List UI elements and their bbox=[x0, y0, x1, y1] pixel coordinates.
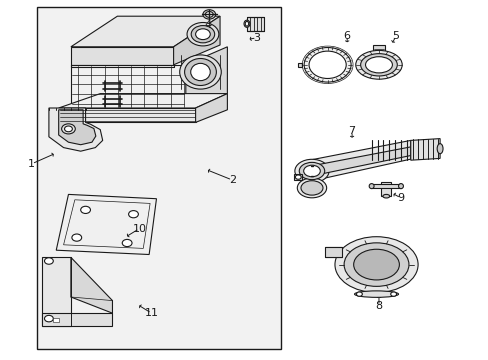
Circle shape bbox=[128, 211, 138, 218]
Polygon shape bbox=[53, 318, 59, 322]
Text: 8: 8 bbox=[375, 301, 382, 311]
Polygon shape bbox=[325, 247, 342, 257]
Polygon shape bbox=[312, 140, 410, 181]
Polygon shape bbox=[410, 139, 439, 160]
Ellipse shape bbox=[344, 243, 408, 286]
Bar bbox=[37, 7, 281, 349]
Polygon shape bbox=[195, 94, 227, 122]
Circle shape bbox=[81, 206, 90, 213]
Polygon shape bbox=[298, 63, 302, 67]
Text: 7: 7 bbox=[348, 126, 355, 136]
Polygon shape bbox=[246, 17, 264, 31]
Polygon shape bbox=[185, 47, 227, 108]
Ellipse shape bbox=[299, 162, 324, 180]
Polygon shape bbox=[41, 313, 112, 326]
Circle shape bbox=[295, 175, 301, 179]
Polygon shape bbox=[372, 45, 384, 51]
Polygon shape bbox=[71, 257, 112, 313]
Ellipse shape bbox=[368, 184, 373, 189]
Polygon shape bbox=[59, 94, 227, 108]
Circle shape bbox=[203, 10, 215, 19]
Polygon shape bbox=[371, 184, 400, 188]
Polygon shape bbox=[312, 147, 410, 176]
Ellipse shape bbox=[300, 181, 322, 195]
Circle shape bbox=[72, 234, 81, 241]
Circle shape bbox=[44, 258, 53, 264]
Ellipse shape bbox=[398, 184, 403, 189]
Circle shape bbox=[61, 124, 75, 134]
Ellipse shape bbox=[382, 194, 389, 198]
Text: 5: 5 bbox=[392, 31, 399, 41]
Circle shape bbox=[64, 126, 72, 132]
Ellipse shape bbox=[191, 26, 214, 43]
Ellipse shape bbox=[186, 22, 219, 46]
Circle shape bbox=[205, 12, 213, 17]
Text: 4: 4 bbox=[204, 20, 211, 30]
Text: 1: 1 bbox=[28, 159, 35, 169]
Ellipse shape bbox=[179, 55, 221, 89]
Text: 11: 11 bbox=[144, 308, 158, 318]
Text: 10: 10 bbox=[132, 224, 146, 234]
Polygon shape bbox=[56, 194, 156, 255]
Ellipse shape bbox=[436, 144, 442, 154]
Ellipse shape bbox=[334, 237, 417, 292]
Circle shape bbox=[304, 48, 350, 82]
Circle shape bbox=[390, 292, 396, 296]
Text: 2: 2 bbox=[228, 175, 235, 185]
Text: 9: 9 bbox=[397, 193, 404, 203]
Ellipse shape bbox=[195, 29, 210, 40]
Ellipse shape bbox=[360, 54, 397, 76]
Ellipse shape bbox=[244, 22, 248, 26]
Text: 6: 6 bbox=[343, 31, 350, 41]
Ellipse shape bbox=[244, 20, 249, 27]
Ellipse shape bbox=[365, 57, 391, 73]
Polygon shape bbox=[173, 16, 220, 65]
Text: 3: 3 bbox=[253, 33, 260, 43]
Polygon shape bbox=[381, 182, 390, 196]
Polygon shape bbox=[49, 108, 102, 151]
Polygon shape bbox=[59, 110, 96, 145]
Polygon shape bbox=[71, 47, 173, 65]
Ellipse shape bbox=[353, 249, 399, 280]
Polygon shape bbox=[71, 65, 185, 108]
Polygon shape bbox=[41, 257, 71, 326]
Ellipse shape bbox=[184, 58, 216, 85]
Ellipse shape bbox=[354, 291, 398, 297]
Ellipse shape bbox=[303, 165, 320, 177]
Circle shape bbox=[122, 239, 132, 247]
Circle shape bbox=[356, 292, 362, 296]
Ellipse shape bbox=[355, 50, 401, 79]
Polygon shape bbox=[71, 16, 220, 47]
Ellipse shape bbox=[297, 178, 326, 198]
Polygon shape bbox=[294, 174, 302, 180]
Circle shape bbox=[44, 315, 53, 322]
Ellipse shape bbox=[190, 63, 210, 81]
Polygon shape bbox=[59, 108, 195, 122]
Ellipse shape bbox=[294, 159, 328, 183]
Circle shape bbox=[308, 51, 346, 78]
